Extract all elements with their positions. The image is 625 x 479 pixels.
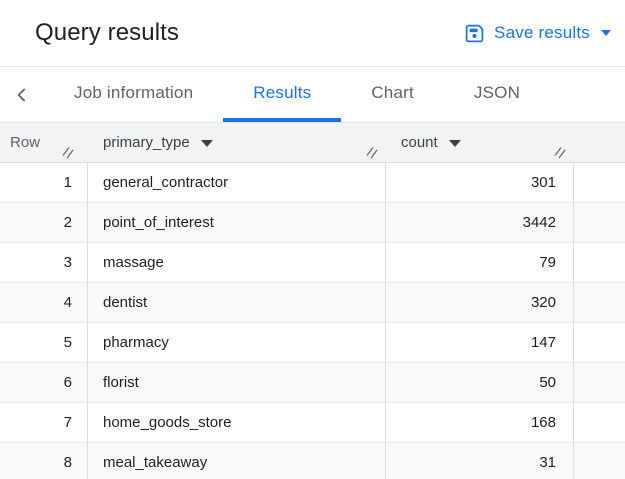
cell-row-number: 1: [0, 163, 88, 203]
column-header-spacer: [574, 123, 625, 162]
column-resize-handle-icon[interactable]: [62, 146, 75, 159]
cell-row-number: 8: [0, 443, 88, 479]
column-header-primary-type[interactable]: primary_type: [88, 123, 386, 162]
column-header-count-label: count: [401, 134, 438, 151]
cell-spacer: [574, 363, 625, 403]
cell-primary-type: general_contractor: [88, 163, 386, 203]
cell-spacer: [574, 243, 625, 283]
cell-primary-type: point_of_interest: [88, 203, 386, 243]
cell-spacer: [574, 403, 625, 443]
cell-row-number: 3: [0, 243, 88, 283]
column-resize-handle-icon[interactable]: [554, 146, 567, 159]
topbar: Query results Save results: [0, 0, 625, 67]
cell-primary-type: pharmacy: [88, 323, 386, 363]
cell-primary-type: home_goods_store: [88, 403, 386, 443]
chevron-left-icon: [17, 88, 26, 101]
column-header-count[interactable]: count: [386, 123, 574, 162]
tab-chart[interactable]: Chart: [371, 82, 414, 102]
table-row: 3 massage 79: [0, 243, 625, 283]
cell-count: 3442: [386, 203, 574, 243]
table-header-row: Row primary_type count: [0, 123, 625, 163]
cell-primary-type: meal_takeaway: [88, 443, 386, 479]
cell-row-number: 5: [0, 323, 88, 363]
column-header-row: Row: [0, 123, 88, 162]
cell-count: 301: [386, 163, 574, 203]
cell-spacer: [574, 163, 625, 203]
cell-count: 50: [386, 363, 574, 403]
cell-count: 79: [386, 243, 574, 283]
save-results-button[interactable]: Save results: [464, 23, 611, 44]
cell-count: 168: [386, 403, 574, 443]
table-row: 4 dentist 320: [0, 283, 625, 323]
table-row: 6 florist 50: [0, 363, 625, 403]
cell-spacer: [574, 203, 625, 243]
cell-row-number: 2: [0, 203, 88, 243]
cell-spacer: [574, 323, 625, 363]
tab-bar: Job information Results Chart JSON: [0, 67, 625, 123]
table-row: 2 point_of_interest 3442: [0, 203, 625, 243]
table-row: 7 home_goods_store 168: [0, 403, 625, 443]
save-icon: [465, 24, 484, 42]
table-row: 1 general_contractor 301: [0, 163, 625, 203]
table-row: 5 pharmacy 147: [0, 323, 625, 363]
cell-row-number: 7: [0, 403, 88, 443]
cell-spacer: [574, 443, 625, 479]
tab-results[interactable]: Results: [223, 67, 342, 122]
save-results-label: Save results: [494, 23, 590, 42]
page-title: Query results: [35, 19, 180, 46]
column-resize-handle-icon[interactable]: [366, 146, 379, 159]
cell-count: 320: [386, 283, 574, 323]
tab-job-information[interactable]: Job information: [74, 82, 194, 102]
column-header-row-label: Row: [10, 134, 41, 151]
cell-primary-type: massage: [88, 243, 386, 283]
cell-row-number: 6: [0, 363, 88, 403]
tabs-scroll-left-button[interactable]: [0, 67, 44, 122]
column-header-primary-type-label: primary_type: [103, 134, 190, 151]
column-menu-caret-icon[interactable]: [448, 140, 461, 147]
cell-count: 147: [386, 323, 574, 363]
cell-primary-type: dentist: [88, 283, 386, 323]
table-row: 8 meal_takeaway 31: [0, 443, 625, 479]
caret-down-icon: [601, 30, 611, 36]
tab-json[interactable]: JSON: [473, 82, 521, 102]
cell-primary-type: florist: [88, 363, 386, 403]
cell-row-number: 4: [0, 283, 88, 323]
cell-count: 31: [386, 443, 574, 479]
column-menu-caret-icon[interactable]: [200, 140, 213, 147]
cell-spacer: [574, 283, 625, 323]
